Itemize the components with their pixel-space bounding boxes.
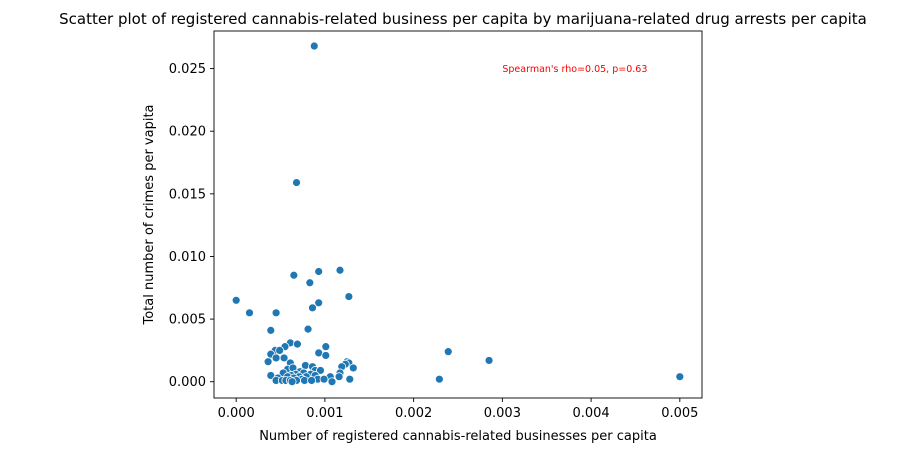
data-point bbox=[303, 324, 313, 334]
data-point bbox=[271, 353, 281, 363]
data-point bbox=[293, 339, 302, 349]
data-point bbox=[484, 356, 494, 365]
data-point bbox=[675, 372, 685, 382]
data-point bbox=[316, 366, 325, 375]
data-point bbox=[321, 351, 331, 360]
data-point bbox=[334, 372, 344, 382]
x-tick-label: 0.002 bbox=[395, 406, 432, 421]
data-point bbox=[305, 278, 315, 288]
data-point bbox=[287, 377, 297, 387]
y-tick-label: 0.000 bbox=[169, 375, 206, 390]
data-point bbox=[335, 265, 345, 275]
plot-area: 0.000 0.001 0.002 0.003 0.004 0.005 0.0000.00… bbox=[169, 30, 703, 421]
x-tick-label: 0.004 bbox=[572, 406, 609, 421]
x-axis-label: Number of registered cannabis-related bu… bbox=[259, 429, 657, 444]
data-point bbox=[308, 303, 317, 313]
x-tick-label: 0.000 bbox=[218, 406, 255, 421]
data-point bbox=[314, 298, 324, 308]
points-layer bbox=[231, 41, 685, 387]
data-point bbox=[434, 374, 444, 384]
y-axis-ticks: 0.000 0.005 0.010 0.015 0.020 0.025 bbox=[169, 62, 214, 390]
x-axis-ticks: 0.000 0.001 0.002 0.003 0.004 0.005 bbox=[218, 398, 698, 421]
chart-title: Scatter plot of registered cannabis-rela… bbox=[59, 10, 867, 28]
data-point bbox=[345, 374, 355, 384]
x-tick-label: 0.005 bbox=[661, 406, 698, 421]
axes-frame bbox=[213, 30, 703, 399]
data-point bbox=[344, 292, 354, 301]
data-point bbox=[279, 353, 289, 363]
data-point bbox=[443, 347, 453, 357]
x-tick-label: 0.003 bbox=[484, 406, 521, 421]
data-point bbox=[289, 270, 299, 280]
data-point bbox=[309, 41, 319, 51]
x-tick-label: 0.001 bbox=[306, 406, 343, 421]
data-point bbox=[231, 295, 241, 305]
data-point bbox=[266, 325, 276, 335]
y-tick-label: 0.005 bbox=[169, 313, 206, 328]
data-point bbox=[314, 267, 324, 276]
y-tick-label: 0.025 bbox=[169, 62, 206, 77]
data-point bbox=[275, 346, 285, 355]
spearman-annotation: Spearman's rho=0.05, p=0.63 bbox=[502, 64, 647, 75]
y-axis-label: Total number of crimes per vapita bbox=[142, 104, 157, 325]
y-tick-label: 0.020 bbox=[169, 125, 206, 140]
data-point bbox=[327, 377, 337, 387]
data-point bbox=[245, 308, 254, 318]
data-point bbox=[321, 342, 331, 352]
data-point bbox=[348, 363, 358, 373]
y-tick-label: 0.015 bbox=[169, 187, 206, 202]
data-point bbox=[307, 376, 317, 385]
data-point bbox=[319, 374, 329, 384]
data-point bbox=[271, 308, 281, 318]
y-tick-label: 0.010 bbox=[169, 250, 206, 265]
data-point bbox=[263, 357, 273, 367]
data-point bbox=[292, 178, 301, 187]
